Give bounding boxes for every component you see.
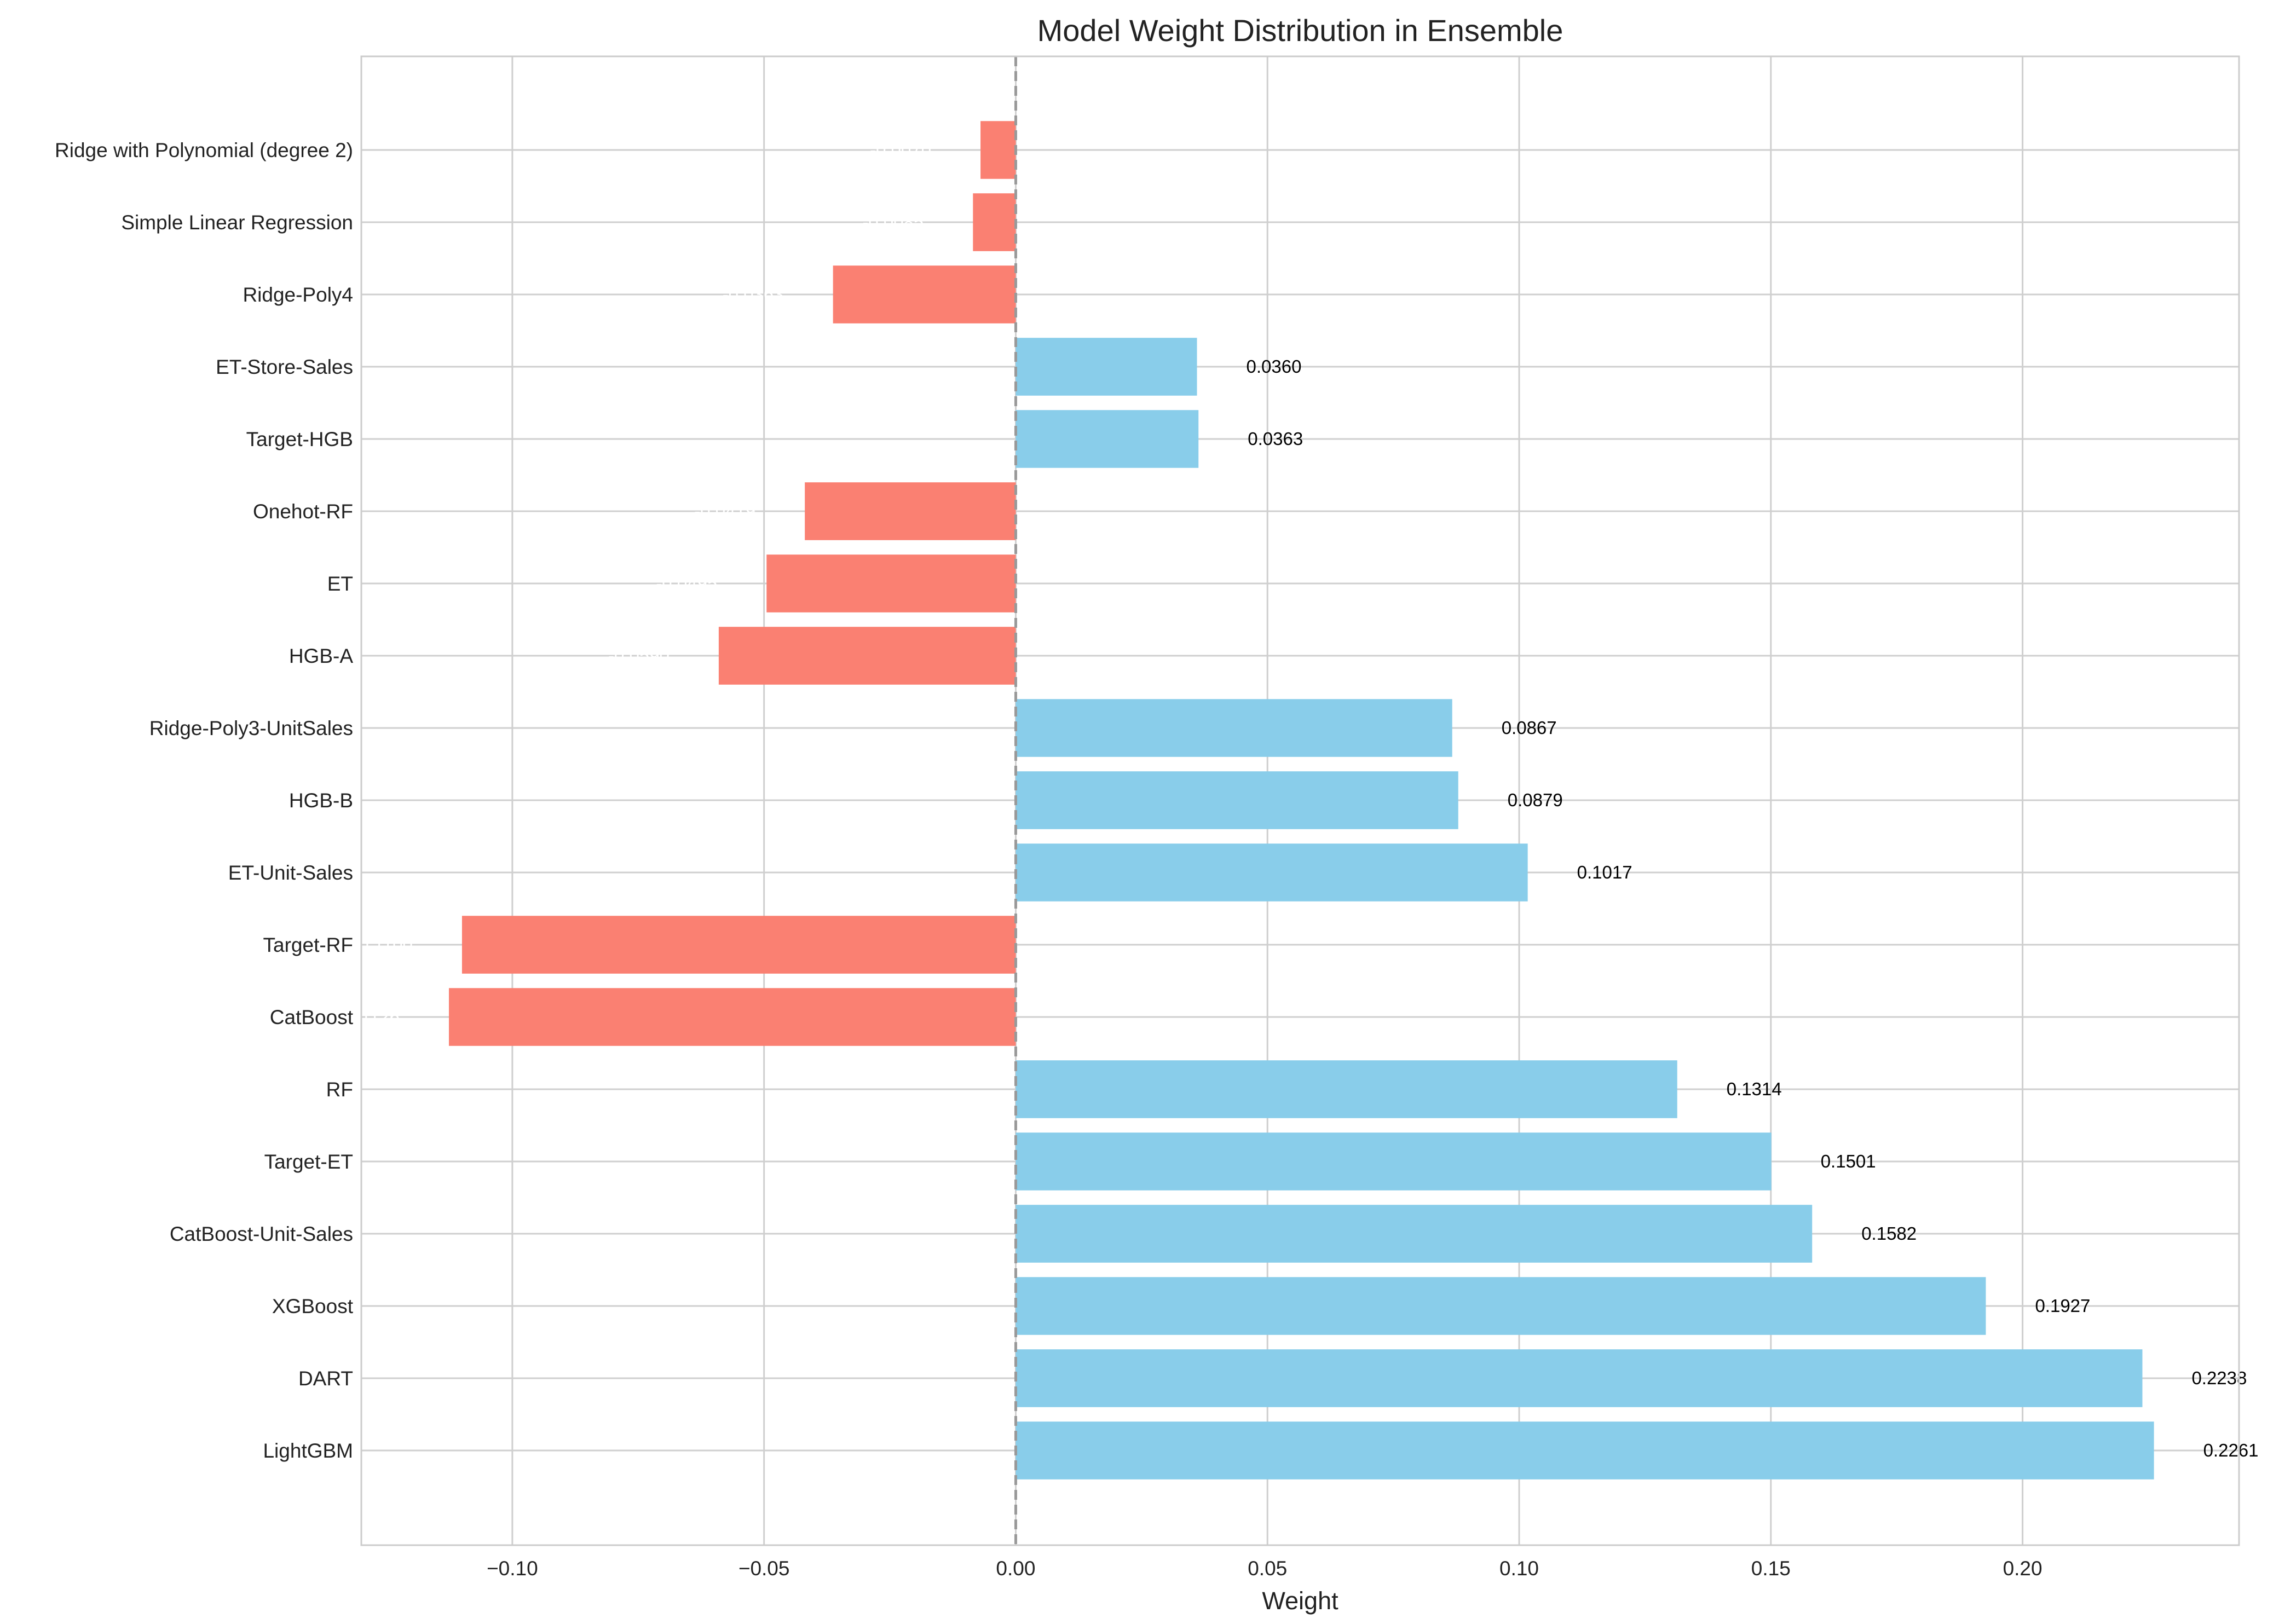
bar-et-store-sales — [1016, 338, 1197, 396]
value-label: 0.1501 — [1821, 1151, 1876, 1171]
y-tick-label: DART — [298, 1367, 353, 1390]
value-label: 0.1017 — [1577, 862, 1632, 882]
x-tick-labels: −0.10 −0.05 0.00 0.05 0.10 0.15 0.20 — [487, 1557, 2043, 1580]
bar-hgb-a — [718, 627, 1016, 685]
y-tick-label: ET-Store-Sales — [216, 356, 353, 378]
value-label: 0.0879 — [1508, 790, 1563, 810]
value-label: -0.0590 — [608, 645, 670, 666]
bar-ridge-with-polynomial-degree-2- — [980, 121, 1016, 179]
y-tick-label: Ridge-Poly4 — [243, 284, 353, 306]
bar-catboost — [449, 988, 1016, 1046]
label-layer: 0.2261 0.2238 0.1927 0.1582 0.1501 0.1314 -0.1… — [340, 140, 2259, 1460]
x-tick-label: −0.05 — [738, 1557, 790, 1580]
bar-xgboost — [1016, 1277, 1986, 1335]
y-tick-label: Onehot-RF — [253, 500, 353, 523]
bar-simple-linear-regression — [973, 193, 1016, 251]
y-tick-label: CatBoost-Unit-Sales — [170, 1223, 353, 1245]
value-label: 0.1927 — [2035, 1296, 2090, 1316]
y-tick-label: HGB-A — [289, 645, 354, 667]
y-tick-label: CatBoost — [270, 1006, 354, 1028]
y-tick-label: LightGBM — [263, 1440, 353, 1462]
x-axis-label: Weight — [1262, 1587, 1338, 1615]
x-tick-label: 0.10 — [1499, 1557, 1539, 1580]
x-tick-label: 0.05 — [1248, 1557, 1287, 1580]
bar-target-rf — [461, 916, 1016, 974]
y-tick-label: Target-RF — [263, 934, 353, 956]
bar-onehot-rf — [805, 482, 1016, 540]
x-tick-label: 0.15 — [1751, 1557, 1791, 1580]
y-tick-label: Ridge with Polynomial (degree 2) — [55, 139, 353, 161]
x-tick-label: 0.00 — [996, 1557, 1035, 1580]
y-tick-label: Simple Linear Regression — [121, 211, 353, 234]
value-label: -0.1126 — [340, 1007, 400, 1027]
y-tick-label: Target-ET — [264, 1151, 353, 1173]
x-tick-label: 0.20 — [2003, 1557, 2043, 1580]
bar-dart — [1016, 1349, 2143, 1407]
bar-lightgbm — [1016, 1421, 2154, 1479]
y-tick-label: Ridge-Poly3-UnitSales — [149, 717, 353, 739]
value-label: 0.1314 — [1727, 1079, 1782, 1099]
y-tick-label: HGB-B — [289, 789, 353, 812]
bar-rf — [1016, 1060, 1677, 1118]
value-label: -0.0495 — [656, 573, 717, 593]
y-tick-label: ET-Unit-Sales — [228, 862, 353, 884]
value-label: -0.0070 — [870, 140, 931, 160]
y-tick-label: ET — [327, 573, 353, 595]
bar-ridge-poly3-unitsales — [1016, 699, 1452, 757]
value-label: -0.0363 — [723, 284, 784, 304]
value-label: -0.0085 — [862, 212, 924, 232]
value-label: 0.1582 — [1861, 1223, 1917, 1244]
bar-et — [766, 554, 1016, 612]
bar-layer — [449, 121, 2154, 1479]
value-label: 0.0360 — [1246, 356, 1301, 377]
y-tick-labels: LightGBM DART XGBoost CatBoost-Unit-Sales Ta… — [55, 139, 354, 1462]
value-label: 0.0363 — [1248, 429, 1303, 449]
value-label: -0.1100 — [353, 934, 412, 955]
bar-catboost-unit-sales — [1016, 1205, 1813, 1263]
chart-title: Model Weight Distribution in Ensemble — [1037, 13, 1563, 48]
bar-et-unit-sales — [1016, 843, 1528, 901]
value-label: 0.0867 — [1502, 718, 1557, 738]
value-label: 0.2261 — [2203, 1440, 2259, 1460]
bar-target-hgb — [1016, 410, 1199, 468]
bar-ridge-poly4 — [833, 265, 1016, 323]
plot-frame — [360, 55, 2240, 1546]
bar-hgb-b — [1016, 771, 1458, 829]
y-tick-label: Target-HGB — [246, 428, 353, 450]
value-label: -0.0419 — [694, 501, 755, 521]
y-tick-label: XGBoost — [272, 1295, 354, 1317]
x-tick-label: −0.10 — [487, 1557, 538, 1580]
value-label: 0.2238 — [2191, 1368, 2247, 1388]
y-tick-label: RF — [326, 1078, 353, 1101]
bar-target-et — [1016, 1132, 1772, 1190]
